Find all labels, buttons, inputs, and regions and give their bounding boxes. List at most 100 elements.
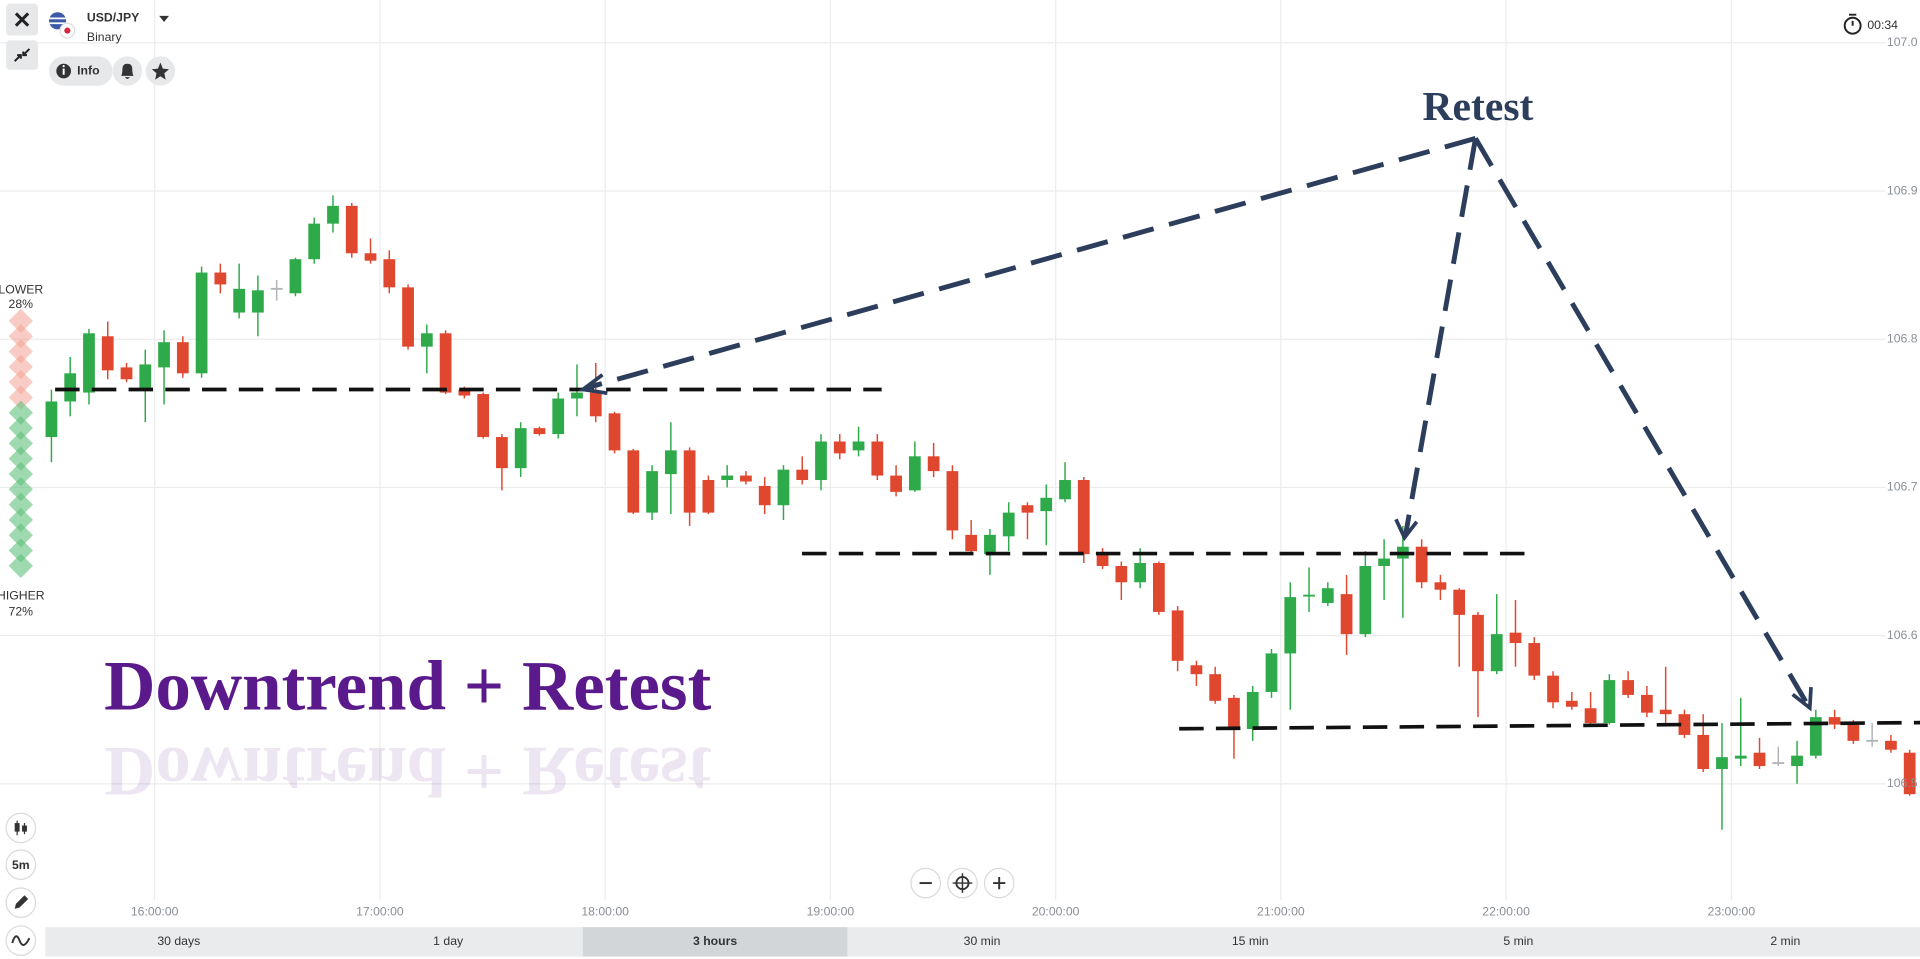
- candle-body: [1453, 589, 1466, 615]
- period-option[interactable]: 2 min: [1770, 934, 1800, 948]
- period-option[interactable]: 1 day: [433, 934, 464, 948]
- candle-body: [702, 480, 715, 513]
- timer: 00:34: [1867, 18, 1898, 32]
- candle-body: [345, 205, 358, 254]
- bell-icon: [121, 63, 134, 79]
- candle-body: [1209, 674, 1222, 701]
- candle-body: [1659, 709, 1672, 715]
- sentiment-bar: [8, 308, 33, 578]
- candle-body: [402, 287, 414, 347]
- timer-icon: [1843, 16, 1862, 35]
- candle-body: [908, 456, 921, 491]
- pen-icon: [14, 895, 29, 909]
- candle-body: [1903, 752, 1916, 795]
- symbol[interactable]: USD/JPY: [87, 11, 139, 25]
- candle-body: [289, 259, 302, 294]
- candle-body: [1791, 755, 1803, 767]
- sentiment-diamond: [8, 431, 33, 456]
- candle-body: [965, 534, 978, 552]
- target-cross: [952, 873, 973, 893]
- higher-percent: 72%: [9, 605, 34, 619]
- candle-body: [233, 288, 246, 313]
- candle-body: [1603, 680, 1616, 724]
- sentiment-diamond: [8, 370, 33, 395]
- candle-body: [1228, 697, 1240, 729]
- chart-type-button[interactable]: [5, 812, 37, 844]
- indicator-button[interactable]: [5, 925, 37, 956]
- candle-body: [158, 342, 170, 368]
- collapse-button[interactable]: [6, 40, 38, 70]
- x-tick-label: 19:00:00: [807, 905, 855, 919]
- candle-body: [1565, 700, 1578, 707]
- symbol-dropdown[interactable]: [159, 15, 169, 23]
- candle-body: [1134, 563, 1146, 583]
- candle-body: [1096, 554, 1109, 566]
- candle-body: [758, 485, 771, 506]
- period-bar: [45, 927, 1920, 957]
- candle-body: [327, 205, 339, 224]
- y-tick-label: 107.0: [1887, 35, 1918, 49]
- candle-body: [308, 223, 321, 260]
- candle-body: [1115, 565, 1128, 583]
- indicator-icon: [11, 935, 31, 946]
- candles: [45, 195, 1916, 830]
- candle-body: [1528, 643, 1541, 676]
- candle-body: [1641, 694, 1653, 713]
- candle-body: [1547, 675, 1559, 703]
- flag-stripes: [48, 17, 67, 25]
- x-tick-label: 20:00:00: [1032, 905, 1080, 919]
- candle-body: [927, 456, 940, 472]
- candle-body: [514, 428, 527, 469]
- arrow-head: [1791, 686, 1813, 712]
- candle-body: [890, 475, 902, 492]
- candle-body: [1772, 762, 1785, 764]
- sentiment-diamond: [8, 461, 33, 487]
- candle-body: [139, 364, 152, 390]
- candle-body: [1753, 752, 1766, 767]
- retest-label: Retest: [1422, 84, 1533, 130]
- chart-type-body: [14, 823, 20, 832]
- close-icon: [14, 12, 30, 27]
- candle-body: [1359, 565, 1372, 635]
- timeframe-button[interactable]: [5, 849, 37, 881]
- candle-body: [608, 413, 621, 451]
- candle-body: [1171, 610, 1184, 661]
- period-option[interactable]: 30 min: [964, 934, 1001, 948]
- candle-body: [420, 333, 433, 347]
- candle-body: [1472, 614, 1484, 672]
- candle-body: [1866, 739, 1879, 742]
- lower-label: LOWER: [0, 283, 43, 297]
- candle-body: [252, 290, 264, 313]
- candle-body: [1340, 594, 1353, 635]
- sentiment-diamond: [8, 400, 33, 425]
- candle-body: [552, 398, 565, 435]
- candle-body: [176, 342, 189, 374]
- y-tick-label: 106.9: [1887, 183, 1918, 197]
- candle-body: [1847, 724, 1860, 741]
- period-option[interactable]: 30 days: [157, 934, 200, 948]
- candle-body: [101, 336, 114, 371]
- candle-body: [1734, 755, 1747, 759]
- timer-hands: [1848, 13, 1857, 26]
- candle-body: [1303, 594, 1315, 597]
- candle-body: [533, 428, 546, 435]
- candle-body: [364, 253, 377, 261]
- candle-body: [1002, 512, 1015, 537]
- arrow-head: [578, 373, 608, 395]
- x-tick-label: 22:00:00: [1482, 905, 1530, 919]
- info-button[interactable]: [48, 56, 113, 86]
- candle-body: [496, 437, 508, 469]
- timeframe: 5m: [12, 858, 30, 872]
- star-icon: [151, 62, 169, 80]
- mode: Binary: [87, 30, 123, 44]
- period-option[interactable]: 5 min: [1503, 934, 1533, 948]
- candle-body: [383, 259, 396, 288]
- candle-body: [777, 469, 790, 506]
- level-line: [1179, 720, 1920, 731]
- period-option[interactable]: 3 hours: [693, 934, 737, 948]
- candle-body: [1828, 717, 1841, 725]
- candle-body: [646, 471, 658, 513]
- period-option[interactable]: 15 min: [1232, 934, 1269, 948]
